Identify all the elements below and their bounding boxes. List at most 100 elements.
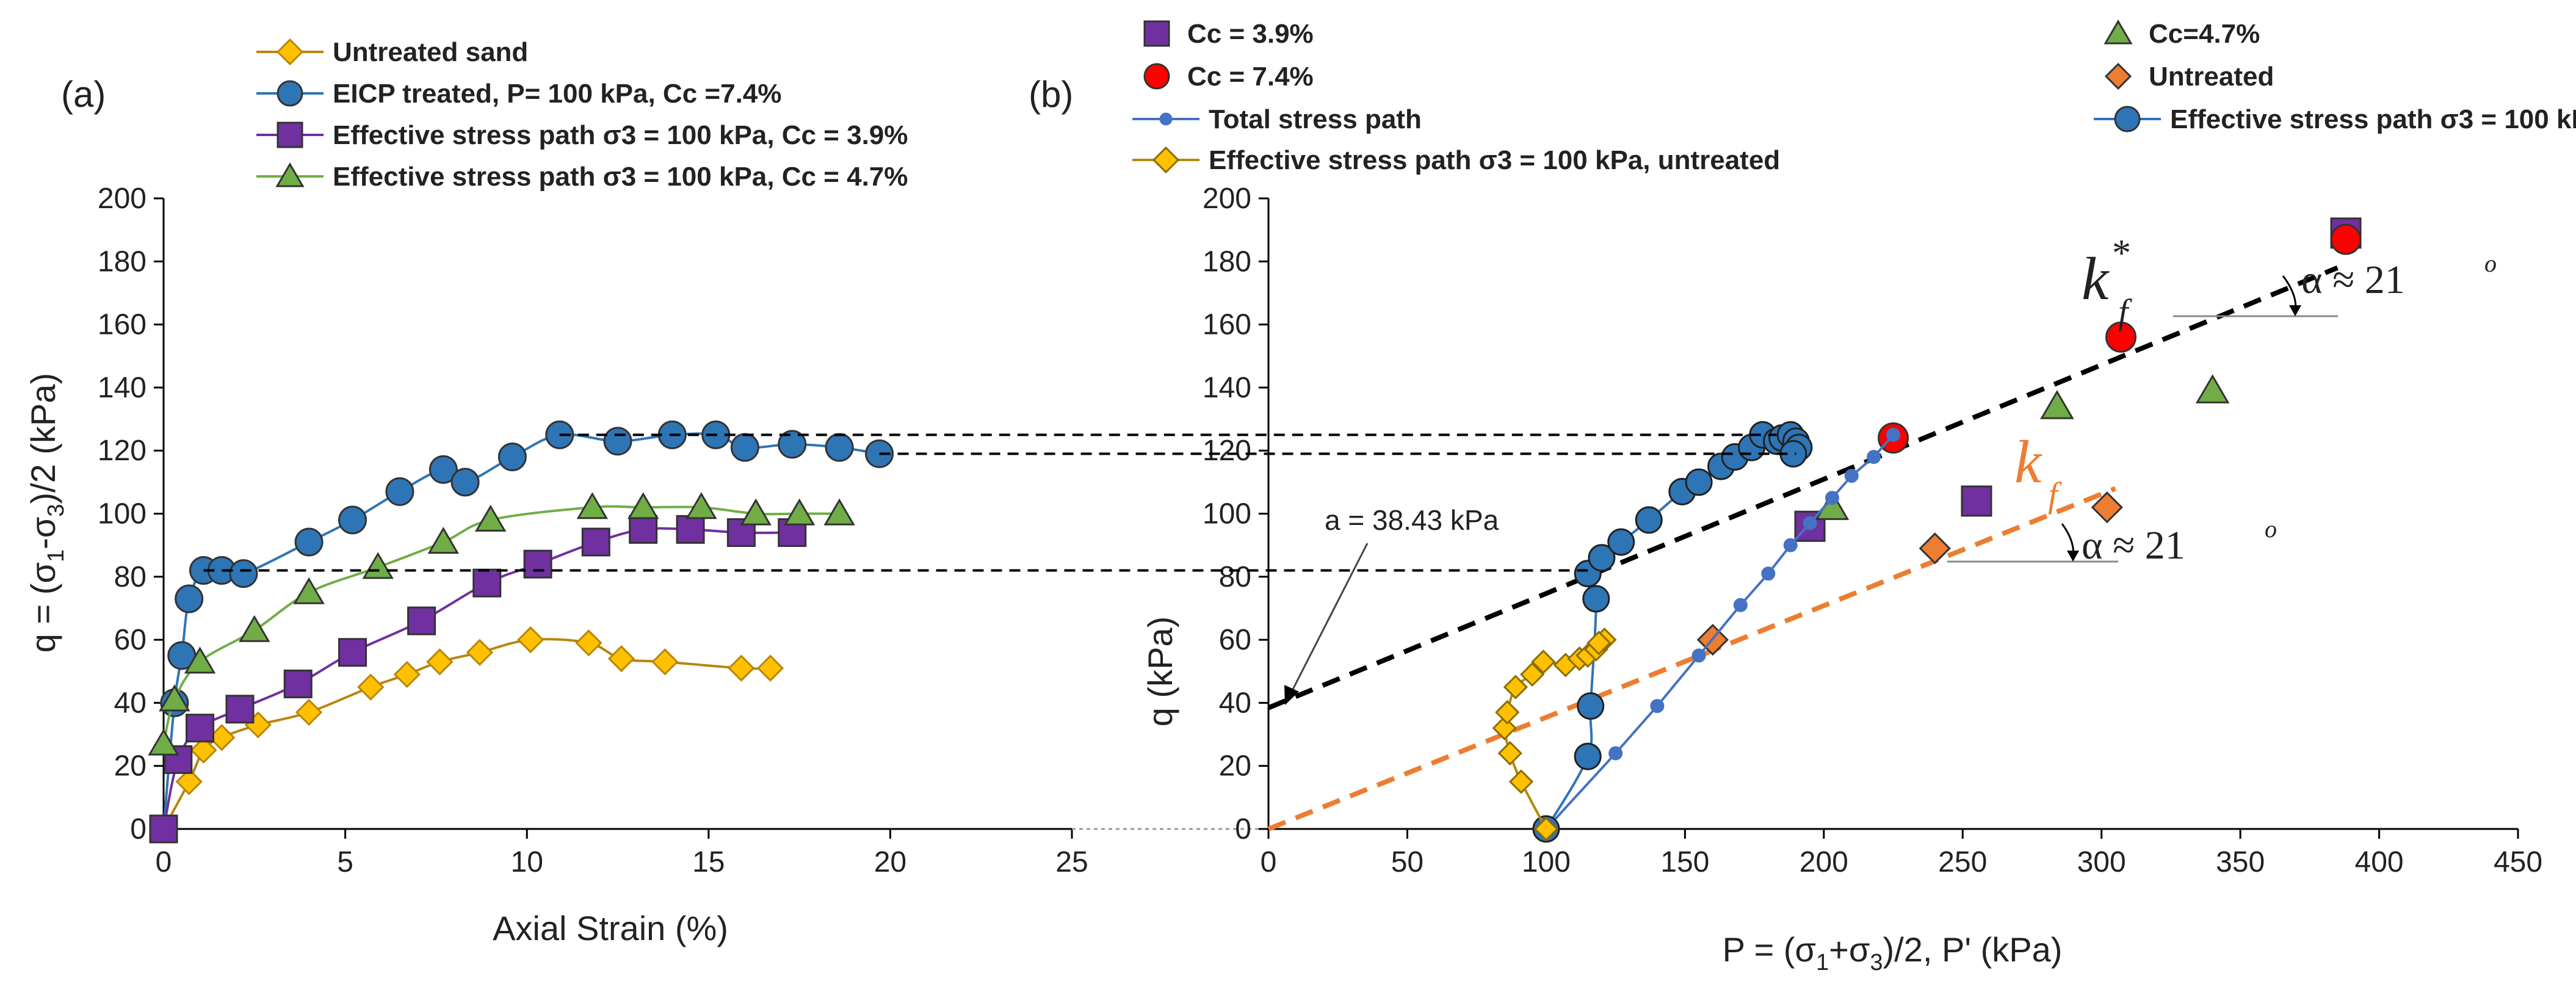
alpha-label-1: α ≈ 21 <box>2301 258 2405 302</box>
legend-entry-b-6: Effective stress path σ3 = 100 kPa, untr… <box>1132 145 1780 175</box>
legend-label: Cc = 3.9% <box>1187 19 1314 49</box>
y-tick-label: 80 <box>1219 561 1251 593</box>
data-point <box>1691 648 1706 663</box>
angle-arrowhead <box>2289 305 2301 316</box>
data-point <box>1520 662 1545 687</box>
y-tick-label: 200 <box>1203 183 1251 215</box>
panel-a-y-ticks: 0 20 40 60 80 100 120 140 160 180 200 <box>98 183 164 845</box>
data-point <box>1844 469 1859 483</box>
panel-b-series-0 <box>1794 217 2362 542</box>
data-point <box>186 714 215 743</box>
panel-b-series-5 <box>1532 421 1813 843</box>
kf-star-superscript: * <box>2112 233 2131 274</box>
panel-a-x-ticks: 0 5 10 15 20 25 <box>156 829 1088 878</box>
data-point <box>1783 538 1798 552</box>
legend-marker <box>1143 20 1170 47</box>
data-point <box>426 648 454 676</box>
data-point <box>283 669 313 698</box>
legend-label: Effective stress path σ3 = 100 kPa, Cc =… <box>333 162 908 192</box>
data-point <box>1650 699 1665 714</box>
data-point <box>362 552 394 579</box>
y-tick-label: 20 <box>1219 750 1251 783</box>
intercept-arrow <box>1290 543 1369 693</box>
data-point <box>1867 450 1881 465</box>
x-tick-label: 50 <box>1391 846 1424 878</box>
series-line <box>162 505 840 745</box>
legend-label: Untreated <box>2149 62 2274 92</box>
data-point <box>1495 700 1520 725</box>
x-tick-label: 350 <box>2216 846 2265 878</box>
data-point <box>1588 544 1616 572</box>
legend-marker <box>275 162 305 187</box>
intercept-arrowhead <box>1284 685 1299 705</box>
data-point <box>2330 223 2362 255</box>
y-tick-label: 20 <box>114 750 147 783</box>
data-point <box>1531 649 1556 675</box>
y-tick-label: 60 <box>1219 624 1251 656</box>
x-tick-label: 20 <box>874 846 906 878</box>
legend-marker <box>1143 63 1170 90</box>
legend-entry-a-0: Untreated sand <box>256 37 528 67</box>
data-point <box>603 427 632 456</box>
y-tick-label: 200 <box>98 183 147 215</box>
data-point <box>607 645 635 673</box>
data-point <box>450 468 480 497</box>
legend-entry-b-3: Untreated <box>2104 62 2274 92</box>
y-tick-label: 60 <box>114 624 147 656</box>
legend-label: Untreated sand <box>333 37 528 67</box>
failure-line-1 <box>1267 486 2116 831</box>
data-point <box>472 568 502 598</box>
panel-b-series-4 <box>1539 427 1900 836</box>
data-point <box>1508 769 1534 794</box>
legend-entry-b-0: Cc = 3.9% <box>1143 19 1314 49</box>
data-point <box>575 629 602 657</box>
data-point <box>2091 491 2123 524</box>
data-point <box>517 626 545 654</box>
data-point <box>293 577 325 604</box>
legend-marker <box>277 80 303 107</box>
panel-a-series <box>148 420 894 844</box>
panel-a-series-2 <box>149 515 807 844</box>
legend-entry-b-2: Cc = 7.4% <box>1143 62 1314 92</box>
data-point <box>225 695 255 724</box>
panel-b: (b) 0 20 40 60 80 100 120 140 160 180 200 0 50 100 15… <box>1029 19 2576 975</box>
data-point <box>1685 468 1713 496</box>
intercept-annotation: a = 38.43 kPa <box>1325 504 1499 536</box>
data-point <box>474 504 507 532</box>
y-tick-label: 160 <box>98 309 147 341</box>
y-tick-label: 160 <box>1203 309 1251 341</box>
data-point <box>629 515 658 544</box>
data-point <box>1733 598 1748 612</box>
x-tick-label: 450 <box>2494 846 2542 878</box>
data-point <box>1503 675 1528 700</box>
data-point <box>576 492 609 519</box>
data-point <box>295 698 323 726</box>
data-point <box>159 684 190 712</box>
data-point <box>740 498 772 526</box>
x-tick-label: 0 <box>156 846 172 878</box>
data-point <box>686 492 717 519</box>
panel-b-x-label: P = (σ1+σ3)/2, P' (kPa) <box>1723 930 2063 975</box>
y-tick-label: 120 <box>1203 435 1251 467</box>
data-point <box>1574 742 1602 770</box>
data-point <box>175 584 204 613</box>
panel-b-series <box>1492 217 2362 843</box>
data-point <box>1533 816 1559 842</box>
y-tick-label: 140 <box>98 372 147 404</box>
data-point <box>338 638 367 667</box>
panel-b-x-ticks: 0 50 100 150 200 250 300 350 400 450 <box>1261 829 2542 878</box>
legend-marker <box>1152 146 1180 174</box>
legend-marker <box>1159 112 1173 126</box>
panel-b-y-ticks: 0 20 40 60 80 100 120 140 160 180 200 <box>1203 183 1268 845</box>
failure-line-0 <box>1267 265 2339 711</box>
data-point <box>175 768 203 795</box>
data-point <box>2040 389 2074 419</box>
data-point <box>184 646 216 674</box>
y-tick-label: 100 <box>1203 498 1251 530</box>
alpha-label-2: α ≈ 21 <box>2082 523 2185 568</box>
y-tick-label: 0 <box>130 813 147 845</box>
x-tick-label: 100 <box>1522 846 1571 878</box>
x-tick-label: 150 <box>1660 846 1709 878</box>
angle-arrowhead-2 <box>2067 551 2079 562</box>
